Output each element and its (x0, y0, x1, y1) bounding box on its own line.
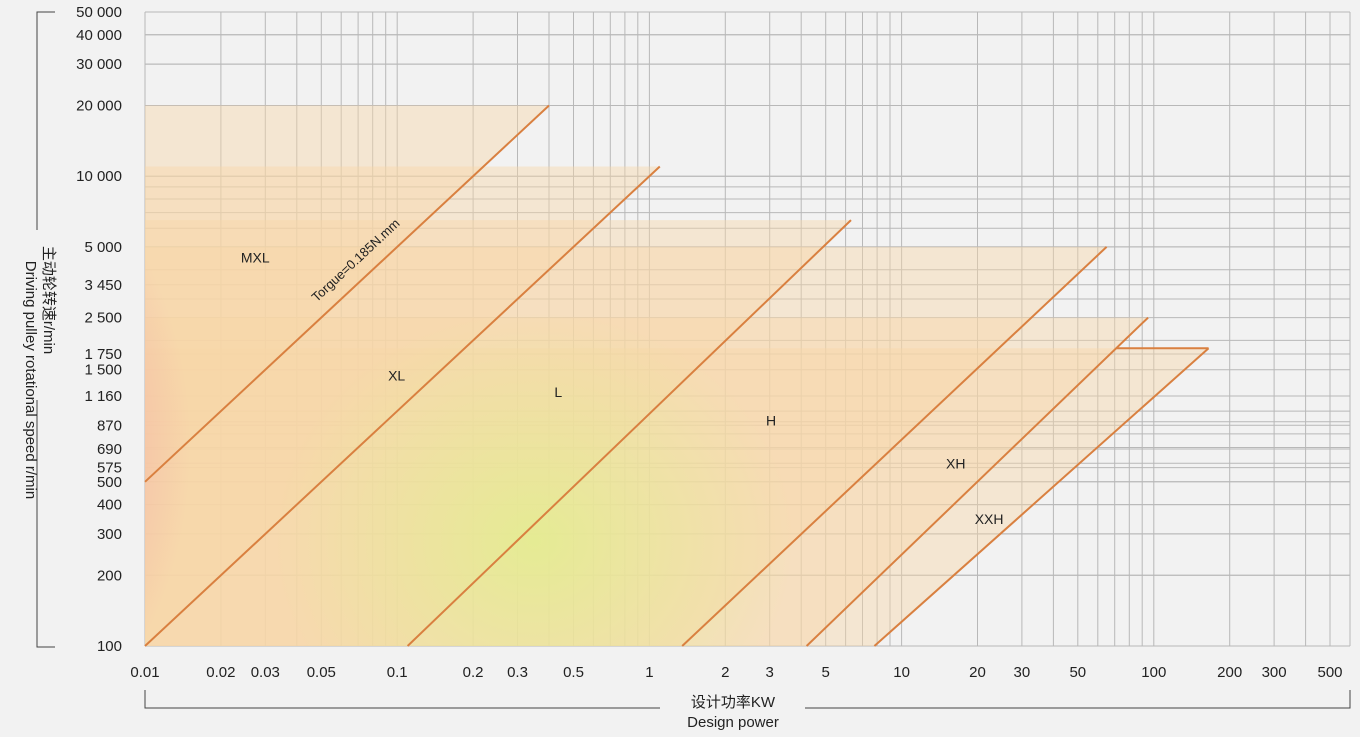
x-tick-label: 10 (893, 664, 910, 681)
y-tick-label: 690 (97, 441, 122, 458)
y-tick-label: 1 160 (84, 388, 122, 405)
boundary-line-xl (144, 165, 661, 647)
series-label-xl: XL (388, 368, 405, 384)
y-tick-label: 10 000 (76, 168, 122, 185)
series-label-mxl: MXL (241, 249, 270, 265)
y-tick-label: 1 500 (84, 362, 122, 379)
heat-gradient (145, 157, 795, 646)
x-tick-label: 3 (766, 664, 774, 681)
x-tick-label: 200 (1217, 664, 1242, 681)
y-tick-label: 2 500 (84, 310, 122, 327)
y-axis-bracket (36, 11, 55, 648)
y-tick-label: 500 (97, 474, 122, 491)
boundary-line-xxh (873, 347, 1210, 647)
y-tick-label: 5 000 (84, 239, 122, 256)
x-tick-label: 0.01 (130, 664, 159, 681)
y-axis-title: Driving pulley rotational speed r/min (22, 261, 39, 499)
y-tick-label: 300 (97, 526, 122, 543)
y-axis-title-cn: 主动轮转速r/min (40, 246, 57, 354)
y-tick-label: 870 (97, 417, 122, 434)
x-tick-label: 0.03 (251, 664, 280, 681)
y-tick-label: 100 (97, 638, 122, 655)
series-label-h: H (766, 412, 776, 428)
x-tick-label: 0.5 (563, 664, 584, 681)
y-tick-label: 1 750 (84, 346, 122, 363)
x-tick-label: 0.02 (206, 664, 235, 681)
y-tick-label: 400 (97, 497, 122, 514)
x-tick-label: 2 (721, 664, 729, 681)
x-tick-labels: 0.01 0.02 0.03 0.05 0.1 0.2 0.3 0.5 1 2 3 5 10 20 30 50… (130, 664, 1342, 681)
x-axis-bracket (144, 690, 1351, 709)
x-tick-label: 0.2 (463, 664, 484, 681)
x-tick-label: 30 (1014, 664, 1031, 681)
x-axis-title: Design power (687, 714, 779, 731)
y-tick-label: 50 000 (76, 4, 122, 21)
y-tick-label: 575 (97, 460, 122, 477)
y-axis-title-cn-group: 主动轮转速r/min (40, 246, 57, 354)
x-tick-label: 20 (969, 664, 986, 681)
axis-brackets (36, 11, 1351, 709)
boundary-lines (144, 104, 1210, 647)
y-tick-label: 200 (97, 567, 122, 584)
series-label-xh: XH (946, 455, 965, 471)
heat-spot-yellow (274, 311, 795, 646)
x-tick-label: 100 (1141, 664, 1166, 681)
boundary-line-mxl (144, 104, 550, 483)
boundary-line-xh (805, 316, 1149, 647)
x-tick-label: 300 (1262, 664, 1287, 681)
boundary-line-l (406, 219, 852, 647)
x-tick-label: 50 (1069, 664, 1086, 681)
series-label-xxh: XXH (975, 511, 1004, 527)
boundary-line-h (681, 246, 1108, 647)
x-tick-label: 500 (1317, 664, 1342, 681)
x-tick-label: 1 (645, 664, 653, 681)
x-tick-label: 0.05 (307, 664, 336, 681)
y-axis-title-en-group: Driving pulley rotational speed r/min (22, 261, 39, 499)
y-tick-label: 40 000 (76, 27, 122, 44)
y-tick-label: 30 000 (76, 56, 122, 73)
x-tick-label: 0.1 (387, 664, 408, 681)
x-tick-label: 0.3 (507, 664, 528, 681)
series-label-l: L (554, 384, 562, 400)
y-tick-label: 3 450 (84, 277, 122, 294)
x-axis-title-cn: 设计功率KW (691, 694, 776, 711)
x-tick-label: 5 (822, 664, 830, 681)
y-tick-label: 20 000 (76, 98, 122, 115)
